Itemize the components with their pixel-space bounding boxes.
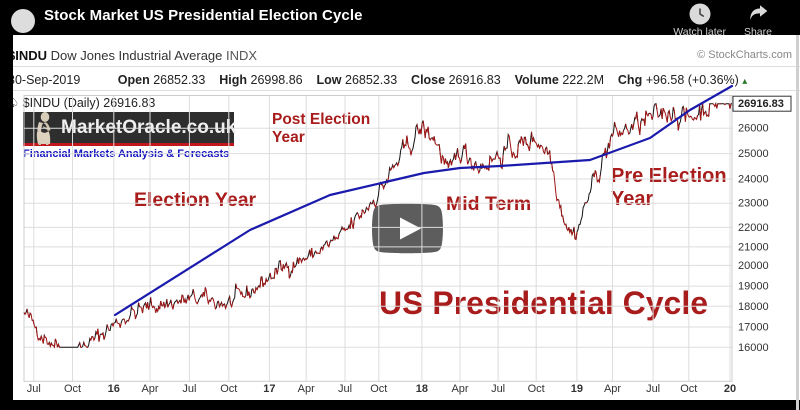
svg-text:19000: 19000 [738, 281, 769, 293]
svg-text:Oct: Oct [220, 383, 237, 395]
svg-text:18: 18 [416, 383, 428, 395]
svg-text:Jul: Jul [646, 383, 660, 395]
svg-text:25000: 25000 [738, 148, 769, 160]
svg-text:Jul: Jul [338, 383, 352, 395]
svg-text:16000: 16000 [738, 342, 769, 354]
svg-text:24000: 24000 [738, 174, 769, 186]
svg-text:Oct: Oct [680, 383, 697, 395]
svg-text:Apr: Apr [141, 383, 158, 395]
svg-text:Jul: Jul [491, 383, 505, 395]
svg-text:22000: 22000 [738, 222, 769, 234]
svg-text:Apr: Apr [451, 383, 468, 395]
svg-text:Apr: Apr [604, 383, 621, 395]
svg-text:Oct: Oct [528, 383, 545, 395]
svg-text:Oct: Oct [64, 383, 81, 395]
svg-text:18000: 18000 [738, 301, 769, 313]
svg-text:20000: 20000 [738, 260, 769, 272]
svg-text:21000: 21000 [738, 241, 769, 253]
svg-text:26000: 26000 [738, 123, 769, 135]
svg-text:Oct: Oct [370, 383, 387, 395]
svg-text:17: 17 [263, 383, 275, 395]
svg-text:Jul: Jul [182, 383, 196, 395]
svg-text:Jul: Jul [27, 383, 41, 395]
svg-text:20: 20 [724, 383, 736, 395]
svg-text:19: 19 [571, 383, 583, 395]
svg-text:Apr: Apr [298, 383, 315, 395]
svg-text:23000: 23000 [738, 198, 769, 210]
svg-text:26916.83: 26916.83 [738, 98, 784, 110]
svg-text:16: 16 [108, 383, 120, 395]
svg-text:17000: 17000 [738, 322, 769, 334]
